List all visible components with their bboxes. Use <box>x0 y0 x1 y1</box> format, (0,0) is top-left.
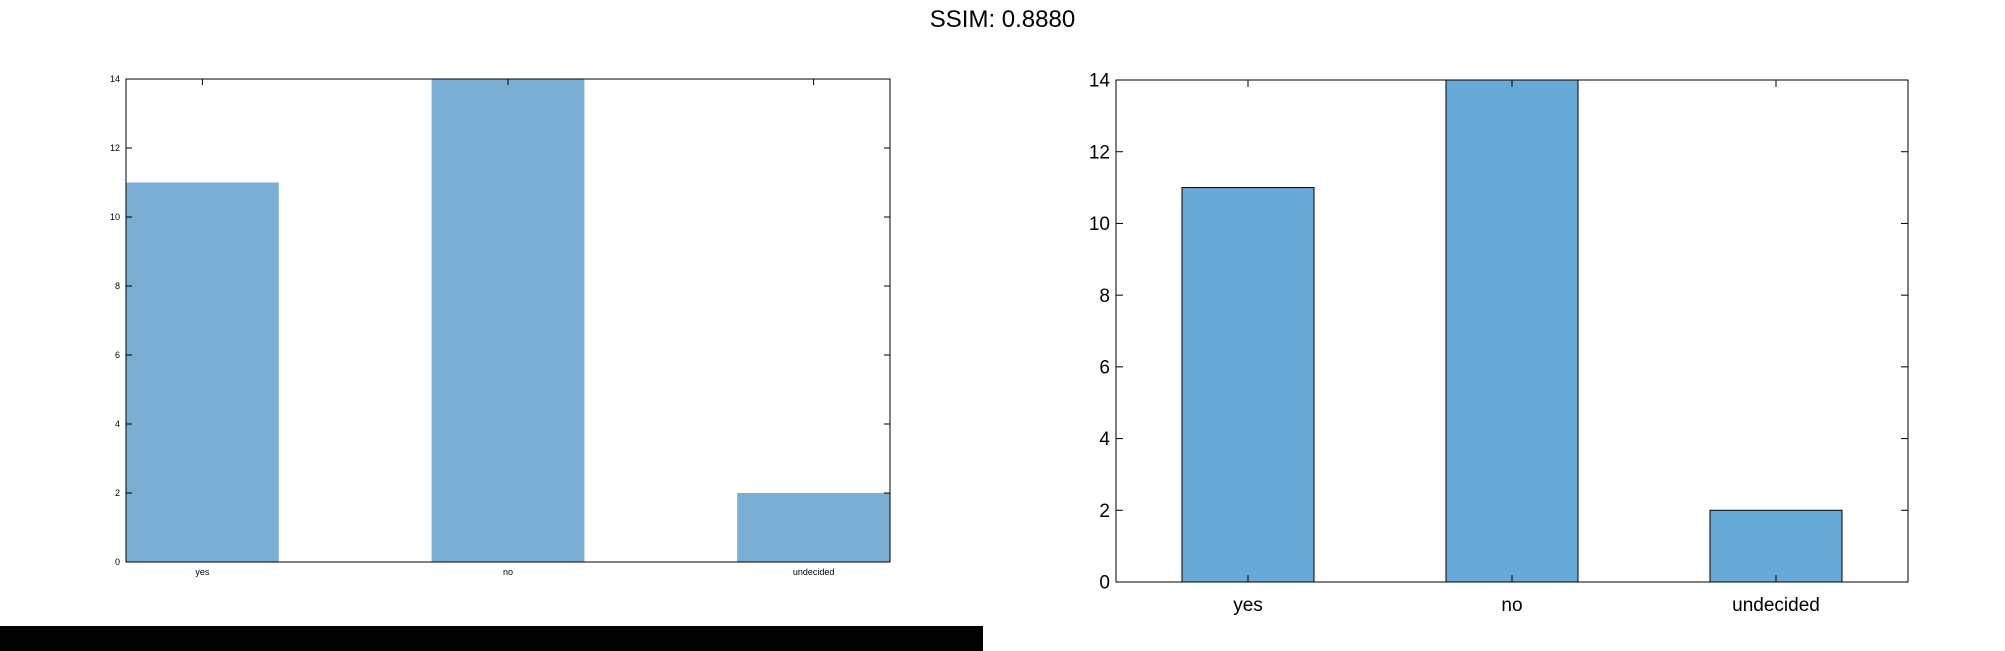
y-tick-label-6: 6 <box>115 350 120 360</box>
x-tick-label-yes: yes <box>195 567 210 577</box>
black-strip <box>0 626 983 651</box>
page-title: SSIM: 0.8880 <box>929 6 1076 33</box>
y-tick-label-4: 4 <box>1099 429 1110 450</box>
bar-no <box>431 79 585 562</box>
x-tick-label-yes: yes <box>1233 595 1263 616</box>
plot-area-border <box>125 78 891 563</box>
y-tick-label-0: 0 <box>115 557 120 567</box>
bar-yes <box>1181 187 1315 583</box>
y-tick-label-4: 4 <box>115 419 120 429</box>
y-tick-label-12: 12 <box>1089 142 1110 163</box>
bar-no <box>1445 79 1579 583</box>
y-tick-label-2: 2 <box>1099 501 1110 522</box>
x-tick-label-undecided: undecided <box>1732 595 1820 616</box>
y-tick-label-8: 8 <box>1099 286 1110 307</box>
bar-undecided <box>737 493 890 562</box>
y-tick-label-2: 2 <box>115 488 120 498</box>
x-tick-label-no: no <box>1501 595 1522 616</box>
bar-chart-left: yes no undecided 0 2 4 6 8 10 12 14 <box>110 74 891 577</box>
y-tick-label-6: 6 <box>1099 358 1110 379</box>
plot-area-border <box>1115 79 1909 583</box>
y-tick-label-12: 12 <box>110 143 120 153</box>
x-tick-label-no: no <box>503 567 513 577</box>
y-tick-label-0: 0 <box>1099 573 1110 594</box>
x-tick-label-undecided: undecided <box>793 567 835 577</box>
bar-yes <box>126 182 279 562</box>
y-tick-label-14: 14 <box>1089 71 1111 92</box>
y-tick-label-10: 10 <box>110 212 120 222</box>
y-tick-label-10: 10 <box>1089 214 1110 235</box>
y-tick-label-14: 14 <box>110 74 120 84</box>
y-tick-label-8: 8 <box>115 281 120 291</box>
bar-undecided <box>1709 509 1843 583</box>
